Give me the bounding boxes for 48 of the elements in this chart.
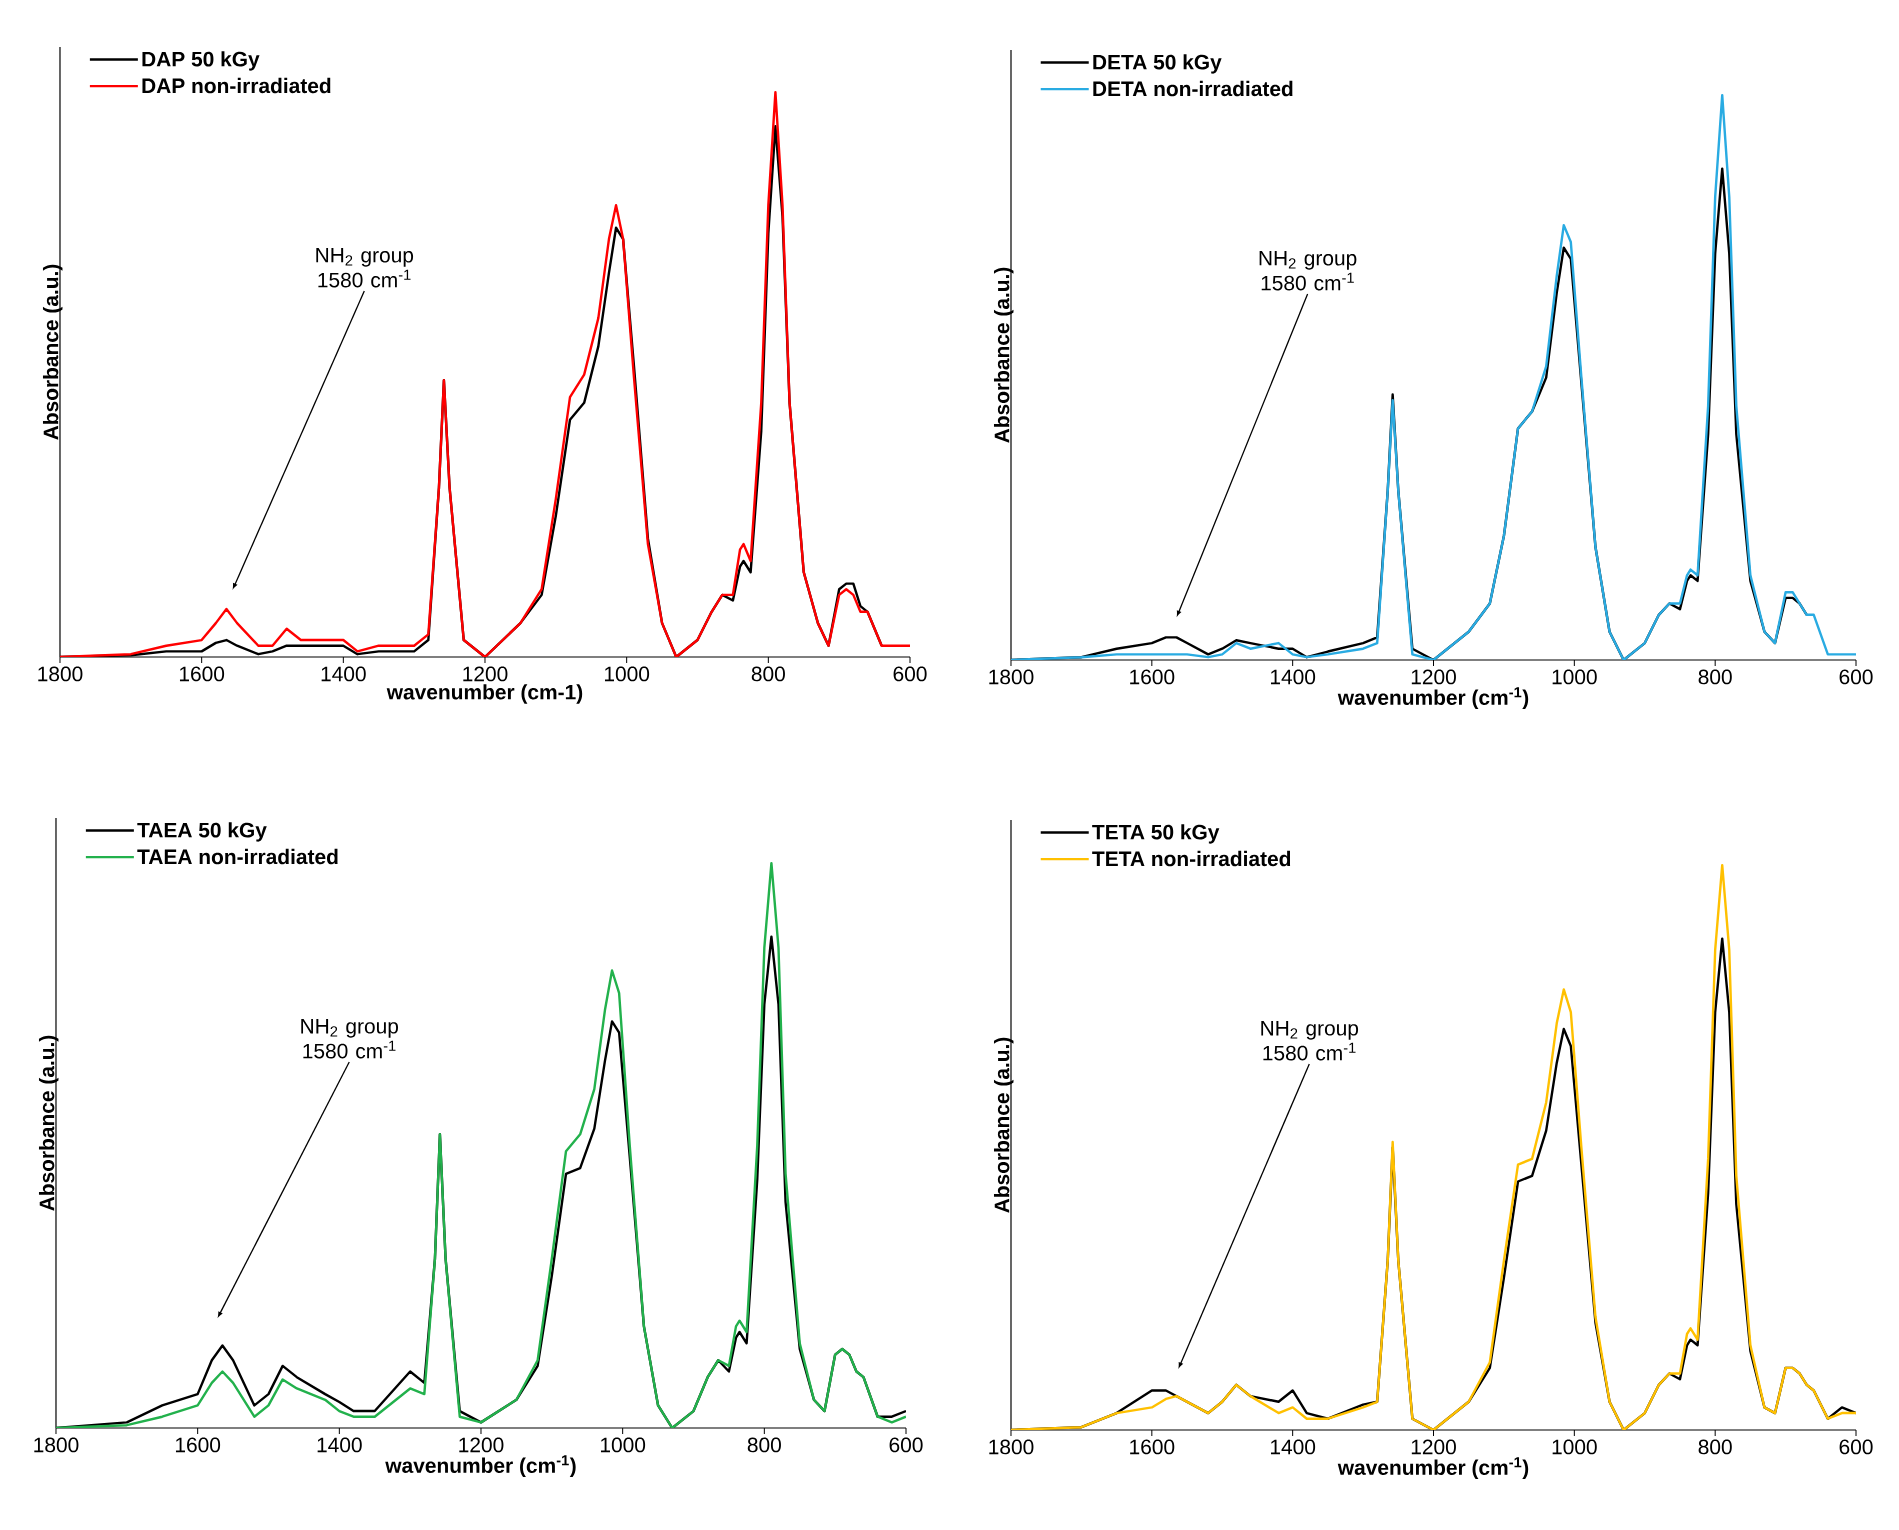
x-axis-title: wavenumber (cm-1): [386, 684, 583, 704]
x-tick-label: 600: [1839, 1439, 1873, 1455]
y-axis-title: Absorbance (a.u.): [993, 267, 1014, 443]
x-tick-label: 800: [1698, 1439, 1732, 1455]
y-axis-title: Absorbance (a.u.): [993, 1037, 1014, 1213]
legend-label: DAP 50 kGy: [142, 51, 260, 71]
x-tick-label: 1400: [317, 1437, 362, 1453]
x-axis-title: wavenumber (cm$^{-1}$): [1337, 687, 1529, 710]
x-tick-label: 1000: [600, 1437, 646, 1453]
legend-label: TAEA non-irradiated: [137, 848, 338, 865]
x-tick-label: 1600: [1130, 1439, 1175, 1455]
x-tick-label: 1800: [38, 666, 83, 682]
x-tick-label: 1000: [604, 666, 650, 682]
x-tick-label: 1000: [1552, 1439, 1597, 1455]
x-axis-title: wavenumber (cm$^{-1}$): [385, 1455, 576, 1478]
x-tick-label: 1200: [1411, 1439, 1456, 1455]
legend-label: TAEA 50 kGy: [137, 822, 267, 842]
x-tick-label: 1400: [1270, 669, 1316, 685]
x-axis-title: wavenumber (cm$^{-1}$): [1337, 1457, 1529, 1480]
x-tick-label: 800: [747, 1437, 781, 1453]
x-tick-label: 1600: [175, 1437, 221, 1453]
legend-label: DETA non-irradiated: [1093, 80, 1293, 97]
y-axis-title: Absorbance (a.u.): [38, 1035, 59, 1211]
annotation: NH$_{2}$ group 1580 cm$^{-1}$: [1259, 250, 1357, 291]
x-tick-label: 1600: [179, 666, 225, 682]
legend-label: DAP non-irradiated: [142, 77, 331, 94]
legend-label: TETA non-irradiated: [1092, 850, 1291, 867]
x-tick-label: 1200: [1411, 669, 1456, 685]
x-tick-label: 1800: [989, 669, 1034, 685]
x-tick-label: 1400: [321, 666, 366, 682]
x-tick-label: 1800: [989, 1439, 1034, 1455]
annotation: NH$_{2}$ group 1580 cm$^{-1}$: [316, 247, 414, 288]
y-axis-title: Absorbance (a.u.): [42, 264, 63, 440]
x-tick-label: 600: [1839, 669, 1873, 685]
x-tick-label: 1800: [34, 1437, 79, 1453]
x-tick-label: 1000: [1552, 669, 1597, 685]
x-tick-label: 1600: [1130, 669, 1175, 685]
legend-label: DETA 50 kGy: [1093, 54, 1222, 74]
x-tick-label: 1400: [1270, 1439, 1316, 1455]
x-tick-label: 1200: [459, 1437, 504, 1453]
x-tick-label: 600: [889, 1437, 923, 1453]
annotation: NH$_{2}$ group 1580 cm$^{-1}$: [301, 1018, 399, 1059]
x-tick-label: 800: [1698, 669, 1732, 685]
annotation: NH$_{2}$ group 1580 cm$^{-1}$: [1261, 1020, 1359, 1061]
x-tick-label: 1200: [463, 666, 508, 682]
legend-label: TETA 50 kGy: [1092, 824, 1220, 844]
x-tick-label: 600: [893, 666, 927, 682]
x-tick-label: 800: [751, 666, 785, 682]
